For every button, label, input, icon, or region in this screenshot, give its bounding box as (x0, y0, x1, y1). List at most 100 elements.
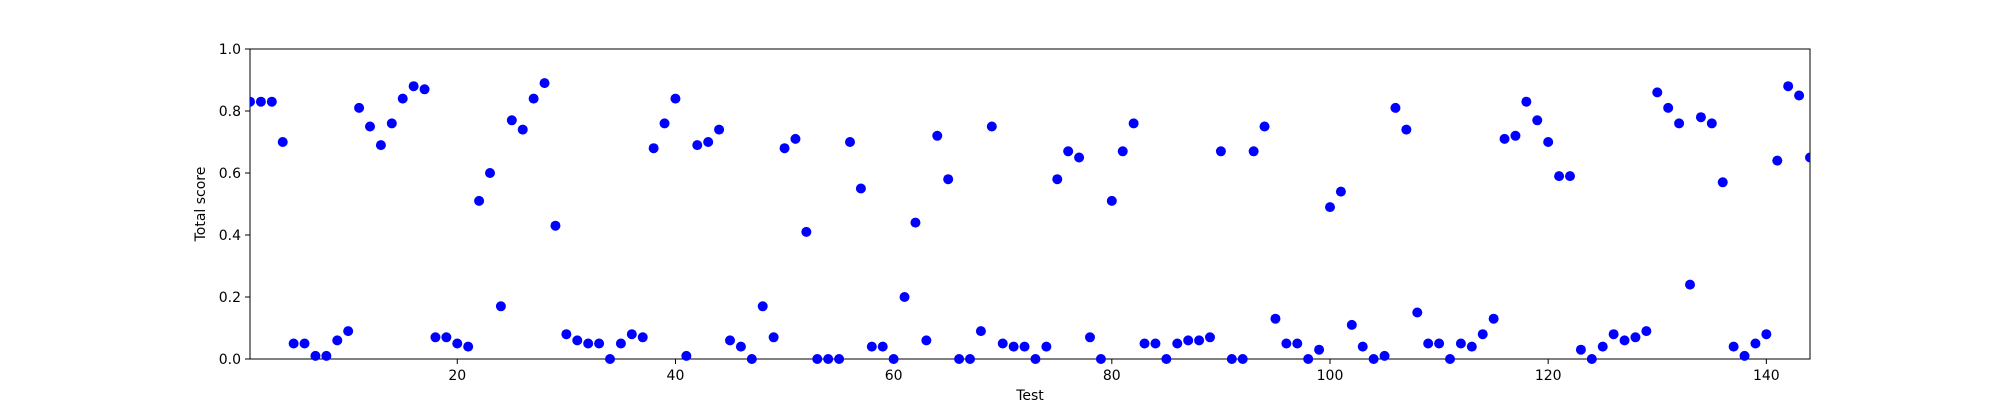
data-point (1554, 171, 1565, 182)
data-point (1466, 341, 1477, 352)
data-point (1270, 313, 1281, 324)
data-point (735, 341, 746, 352)
x-tick-label: 40 (667, 368, 685, 384)
data-point (572, 335, 583, 346)
data-point (801, 226, 812, 237)
y-axis: 0.0 0.2 0.4 0.6 0.8 1.0 (219, 42, 250, 368)
data-point (1106, 195, 1117, 206)
data-point (921, 335, 932, 346)
data-point (1008, 341, 1019, 352)
data-point (1423, 338, 1434, 349)
data-point (408, 81, 419, 92)
data-point (1215, 146, 1226, 157)
x-axis: 20 40 60 80 100 120 140 (448, 359, 1780, 384)
data-point (975, 326, 986, 337)
data-point (1019, 341, 1030, 352)
data-point (1205, 332, 1215, 343)
data-point (1346, 319, 1357, 330)
data-point (1597, 341, 1608, 352)
plot-frame (249, 48, 1811, 360)
data-point (615, 338, 626, 349)
data-point (1543, 137, 1554, 147)
data-point (594, 338, 605, 349)
data-point (1248, 146, 1259, 157)
data-point (1641, 326, 1652, 337)
data-point (1412, 307, 1423, 318)
data-point (1379, 350, 1390, 361)
data-point (1586, 354, 1597, 364)
data-point (288, 338, 299, 349)
data-point (463, 341, 474, 352)
y-tick-label: 1.0 (219, 42, 241, 58)
data-point (648, 143, 659, 154)
data-point (1805, 152, 1810, 163)
data-point (277, 137, 288, 147)
data-point (626, 329, 637, 340)
x-tick-label: 60 (885, 368, 903, 384)
data-point (965, 354, 975, 364)
data-point (1161, 354, 1172, 364)
data-point (855, 183, 866, 194)
data-point (714, 124, 725, 135)
data-point (1565, 171, 1575, 182)
data-point (365, 121, 375, 132)
data-point (1390, 102, 1401, 113)
data-point (1117, 146, 1128, 157)
data-point (397, 93, 408, 104)
y-tick-label: 0.6 (219, 166, 241, 182)
data-point (757, 301, 768, 312)
data-point (954, 354, 965, 364)
data-point (1357, 341, 1368, 352)
data-point (1128, 118, 1139, 129)
data-point (823, 354, 834, 364)
data-point (1150, 338, 1161, 349)
data-point (386, 118, 397, 129)
data-point (452, 338, 463, 349)
x-tick-label: 120 (1535, 368, 1562, 384)
data-point (1532, 115, 1543, 126)
data-point (343, 326, 354, 337)
data-point (692, 140, 703, 151)
data-point (539, 78, 550, 89)
data-point (1259, 121, 1270, 132)
y-axis-label: Total score (193, 167, 209, 243)
data-point (321, 350, 332, 361)
x-axis-label: Test (1015, 388, 1044, 400)
data-point (1445, 354, 1455, 364)
data-point (1281, 338, 1292, 349)
data-point (1183, 335, 1194, 346)
data-point (1139, 338, 1150, 349)
data-point (1652, 87, 1663, 98)
data-point (1303, 354, 1314, 364)
data-point (550, 220, 561, 231)
data-point (681, 350, 692, 361)
data-point (1194, 335, 1205, 346)
data-point (332, 335, 343, 346)
data-point (250, 96, 255, 107)
data-point (299, 338, 310, 349)
data-point (1663, 102, 1674, 113)
data-point (1488, 313, 1499, 324)
data-point (834, 354, 845, 364)
data-point (779, 143, 790, 154)
data-point (1074, 152, 1085, 163)
data-point (637, 332, 648, 343)
data-point (1292, 338, 1303, 349)
data-point (1172, 338, 1183, 349)
data-point (441, 332, 452, 343)
data-point (1477, 329, 1488, 340)
data-point (583, 338, 594, 349)
data-point (703, 137, 714, 147)
data-point (790, 133, 801, 144)
data-point (1717, 177, 1728, 188)
data-point (1041, 341, 1052, 352)
data-point (419, 84, 430, 95)
data-point (1510, 130, 1521, 141)
data-point (354, 102, 365, 113)
data-point (1783, 81, 1794, 92)
data-point (659, 118, 670, 129)
data-point (1706, 118, 1717, 129)
data-point (1368, 354, 1379, 364)
data-point (1630, 332, 1641, 343)
data-point (1728, 341, 1739, 352)
